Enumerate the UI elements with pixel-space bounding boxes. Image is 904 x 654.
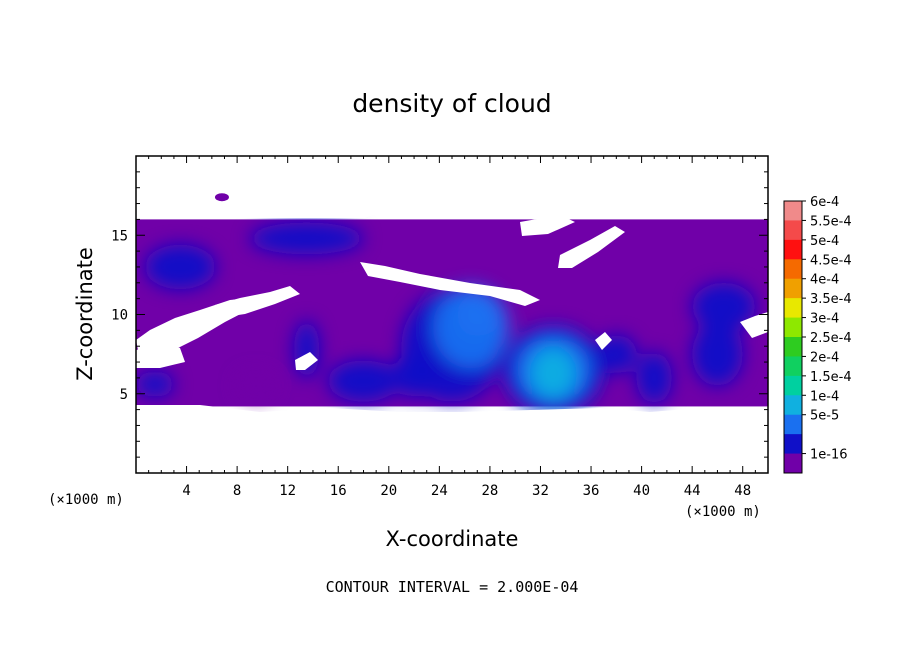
colorbar-band (784, 453, 802, 474)
colorbar-band (784, 298, 802, 319)
colorbar-band (784, 395, 802, 416)
colorbar-label: 6e-4 (810, 195, 839, 210)
y-tick-label: 5 (120, 387, 128, 403)
colorbar-band (784, 356, 802, 377)
colorbar-label: 3.5e-4 (810, 292, 852, 307)
cloud-cells (136, 222, 756, 415)
clear-air-gap-9 (295, 352, 318, 370)
colorbar-label: 5e-5 (810, 409, 839, 424)
colorbar-frame (783, 200, 803, 474)
clear-air-gap-5 (215, 286, 300, 318)
chart-title: density of cloud (352, 89, 551, 118)
cloud-cell-0 (144, 244, 216, 290)
cloud-cell-12 (328, 360, 399, 402)
clear-air-gap-8 (740, 312, 768, 338)
colorbar-label: 3e-4 (810, 312, 839, 327)
colorbar-band (784, 201, 802, 221)
colorbar-label: 4.5e-4 (810, 253, 852, 268)
colorbar-band (784, 375, 802, 396)
x-tick-label: 40 (633, 483, 650, 499)
cloud-cell-6 (457, 292, 498, 337)
colorbar-band (784, 317, 802, 338)
colorbar-band (784, 239, 802, 260)
colorbar-label: 1e-16 (810, 448, 848, 463)
y-tick-label: 10 (111, 308, 128, 324)
clear-air-gap-2 (360, 262, 540, 306)
colorbar-band (784, 434, 802, 455)
cloud-cell-11 (636, 352, 672, 404)
clear-air-gap-1 (136, 344, 185, 368)
cloud-cell-1 (249, 222, 364, 255)
y-axis-label: Z-coordinate (73, 247, 97, 381)
colorbar-band (784, 414, 802, 435)
colorbar-band (784, 337, 802, 357)
x-tick-label: 4 (182, 483, 190, 499)
colorbar-label: 2.5e-4 (810, 331, 852, 346)
cloud-cell-3 (692, 322, 743, 386)
cloud-cell-2 (692, 282, 756, 331)
clear-air-gap-4 (520, 215, 575, 236)
x-tick-label: 32 (532, 483, 549, 499)
colorbar-band (784, 278, 802, 299)
colorbar-label: 5.5e-4 (810, 214, 852, 229)
clear-air-gap-10 (595, 332, 612, 350)
colorbar-band (784, 259, 802, 280)
cloud-cell-9 (530, 347, 576, 399)
colorbar-label: 4e-4 (810, 273, 839, 288)
clear-air-gap-7 (136, 405, 768, 473)
x-unit-left: (×1000 m) (48, 492, 124, 508)
x-tick-label: 48 (734, 483, 751, 499)
density-field (136, 156, 768, 473)
x-axis-ticks: 4 8 12 16 20 24 28 32 36 40 44 48 (148, 156, 756, 499)
colorbar-band (784, 220, 802, 241)
x-axis-label: X-coordinate (386, 527, 519, 551)
colorbar-label: 1.5e-4 (810, 370, 852, 385)
clear-air-gap-3 (558, 226, 625, 268)
cloud-cell-16 (393, 352, 435, 397)
x-tick-label: 8 (233, 483, 241, 499)
x-tick-label: 16 (330, 483, 347, 499)
clear-air-gaps (136, 156, 768, 473)
colorbar-label: 5e-4 (810, 234, 839, 249)
contour-interval-note: CONTOUR INTERVAL = 2.000E-04 (326, 578, 579, 596)
colorbar: 6e-4 5.5e-4 5e-4 4.5e-4 4e-4 3.5e-4 3e-4 2.5e-4… (784, 195, 852, 474)
colorbar-label: 2e-4 (810, 350, 839, 365)
cloud-cell-14 (237, 371, 276, 401)
y-axis-ticks: 5 10 15 (111, 171, 768, 458)
x-tick-label: 44 (684, 483, 701, 499)
x-tick-label: 36 (583, 483, 600, 499)
x-unit-right: (×1000 m) (685, 504, 761, 520)
x-tick-label: 12 (279, 483, 296, 499)
colorbar-label: 1e-4 (810, 389, 839, 404)
cloud-fragment (214, 193, 229, 202)
y-tick-label: 15 (111, 228, 128, 244)
x-tick-label: 28 (481, 483, 498, 499)
cloud-cell-15 (136, 371, 174, 397)
x-tick-label: 24 (431, 483, 448, 499)
clear-air-gap-6 (136, 156, 768, 218)
x-tick-label: 20 (380, 483, 397, 499)
